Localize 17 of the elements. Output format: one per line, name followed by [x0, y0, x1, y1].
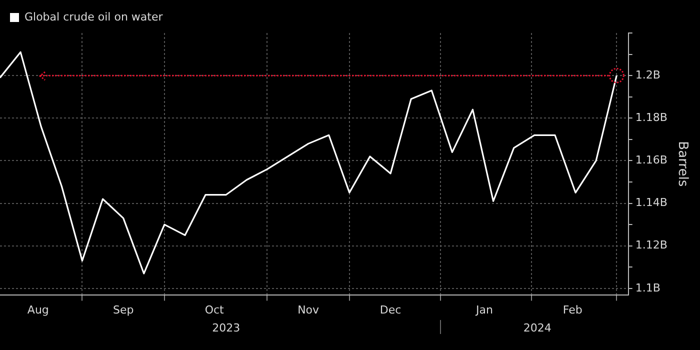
x2-tick-label: 2023 [212, 321, 240, 334]
y-tick-label: 1.12B [635, 238, 668, 252]
legend-label: Global crude oil on water [24, 10, 164, 24]
y-tick-label: 1.18B [635, 111, 668, 124]
y-tick-label: 1.1B [635, 281, 660, 294]
x-tick-label: Aug [27, 303, 49, 316]
x2-tick-label: 2024 [523, 321, 552, 334]
x-tick-label: Feb [562, 303, 582, 316]
y-axis-title: Barrels [674, 141, 690, 187]
y-tick-label: 1.16B [635, 154, 668, 167]
y-tick-label: 1.2B [635, 68, 660, 82]
x-tick-label: Oct [204, 303, 225, 316]
y-tick-label: 1.14B [635, 196, 668, 210]
x-tick-label: Jan [475, 303, 493, 316]
x-tick-label: Sep [112, 303, 134, 316]
x-tick-label: Nov [298, 303, 320, 316]
x-tick-label: Dec [380, 303, 402, 316]
